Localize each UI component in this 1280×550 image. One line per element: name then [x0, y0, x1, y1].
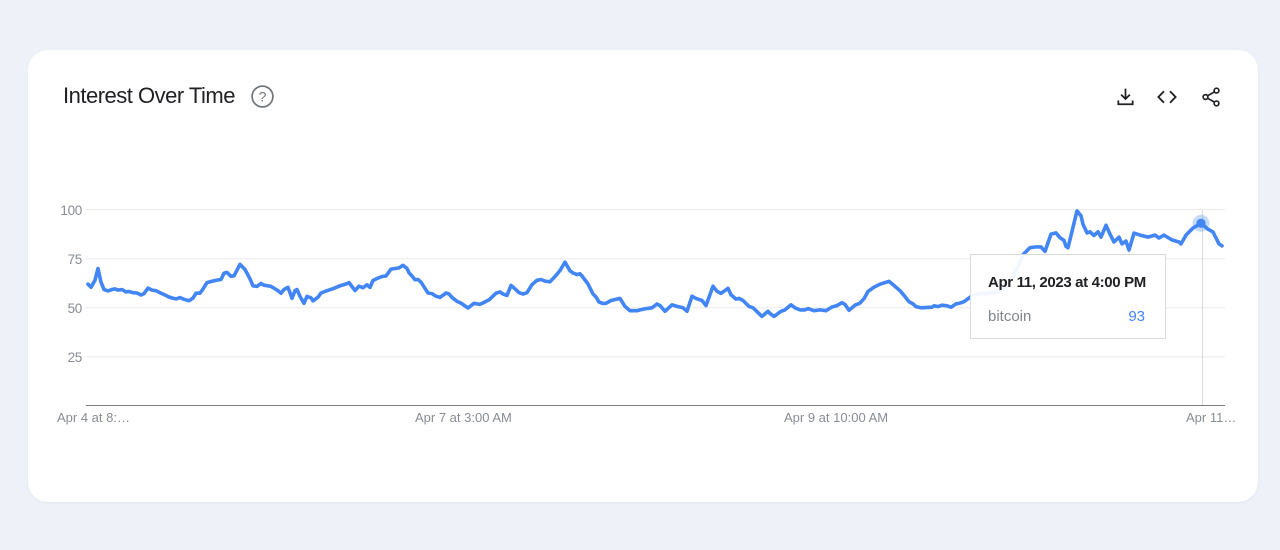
svg-text:?: ? — [259, 89, 267, 105]
